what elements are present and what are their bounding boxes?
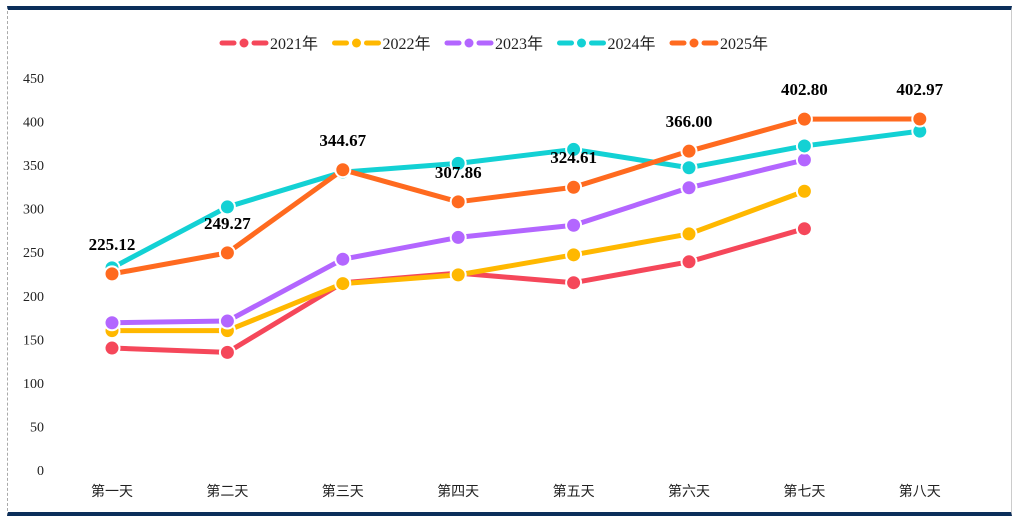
legend-marker: [239, 38, 249, 48]
y-tick-label: 300: [23, 203, 44, 218]
data-point: [449, 154, 467, 172]
data-point: [680, 253, 698, 271]
x-tick-label: 第一天: [91, 483, 133, 500]
legend-label: 2022年: [383, 35, 431, 53]
data-point: [449, 193, 467, 211]
data-point: [795, 182, 813, 200]
data-point: [218, 312, 236, 330]
data-label: 344.67: [319, 131, 366, 150]
data-label: 225.12: [89, 235, 136, 254]
data-point: [680, 225, 698, 243]
data-point: [103, 339, 121, 357]
series-line: [111, 116, 920, 277]
legend-label: 2024年: [608, 35, 656, 53]
data-point: [680, 179, 698, 197]
legend-marker: [577, 38, 586, 48]
data-label: 402.80: [781, 80, 828, 99]
x-tick-label: 第三天: [322, 483, 364, 500]
data-point: [565, 274, 583, 292]
series-line: [111, 226, 806, 355]
y-tick-label: 100: [23, 377, 44, 392]
legend-label: 2025年: [720, 35, 768, 53]
data-point: [334, 250, 352, 268]
data-label: 324.61: [550, 148, 597, 167]
data-point: [334, 275, 352, 293]
data-point: [218, 244, 236, 262]
chart-frame: [7, 6, 1012, 516]
data-point: [795, 151, 813, 169]
x-tick-label: 第八天: [899, 483, 941, 500]
data-point: [795, 137, 813, 155]
y-tick-label: 350: [23, 159, 44, 174]
data-point: [565, 246, 583, 264]
data-point: [565, 216, 583, 234]
x-tick-label: 第七天: [783, 483, 825, 500]
data-point: [218, 343, 236, 361]
legend-marker: [352, 38, 361, 48]
x-tick-label: 第四天: [437, 483, 479, 500]
y-tick-label: 0: [37, 464, 44, 479]
data-point: [680, 159, 698, 177]
data-point: [795, 220, 813, 238]
legend-label: 2023年: [495, 35, 543, 53]
y-tick-label: 150: [23, 333, 44, 348]
x-tick-label: 第五天: [553, 483, 595, 500]
x-tick-label: 第六天: [668, 483, 710, 500]
y-tick-label: 250: [23, 246, 44, 261]
data-point: [103, 265, 121, 283]
data-point: [565, 178, 583, 196]
data-point: [680, 142, 698, 160]
legend-marker: [689, 38, 699, 48]
data-point: [218, 198, 236, 216]
legend-label: 2021年: [270, 35, 318, 53]
data-point: [911, 110, 929, 128]
data-label: 249.27: [204, 214, 251, 233]
legend-marker: [464, 38, 474, 48]
data-point: [565, 140, 583, 158]
data-label: 402.97: [896, 80, 943, 99]
data-label: 366.00: [666, 112, 713, 131]
y-tick-label: 400: [23, 116, 44, 131]
data-point: [795, 110, 813, 128]
data-point: [449, 266, 467, 284]
data-point: [449, 228, 467, 246]
data-label: 307.86: [435, 163, 482, 182]
y-tick-label: 200: [23, 290, 44, 305]
series-line: [110, 128, 921, 271]
y-tick-label: 450: [23, 72, 44, 87]
y-tick-label: 50: [30, 420, 44, 435]
data-point: [334, 161, 352, 179]
x-tick-label: 第二天: [206, 483, 248, 500]
data-point: [103, 314, 121, 332]
